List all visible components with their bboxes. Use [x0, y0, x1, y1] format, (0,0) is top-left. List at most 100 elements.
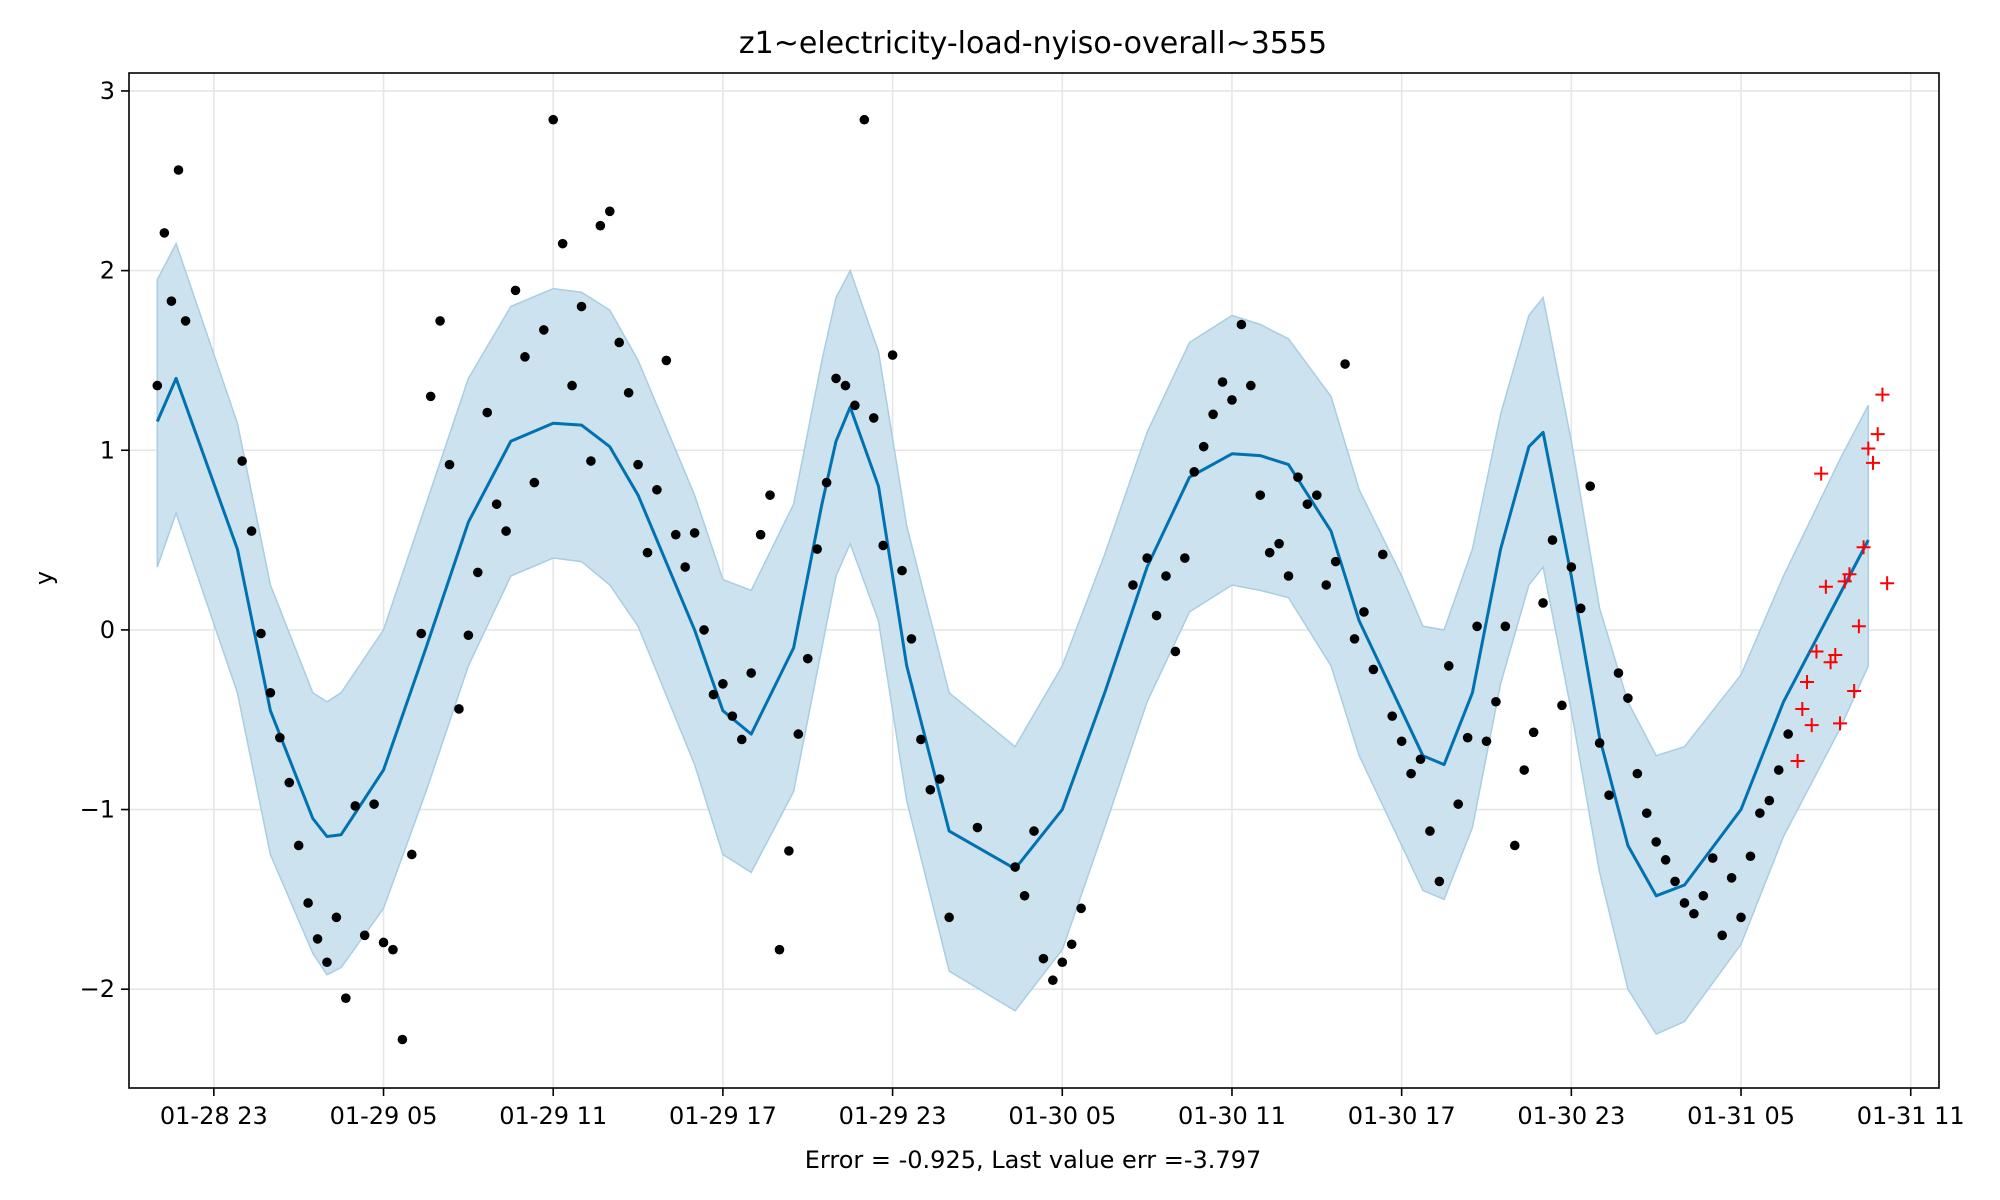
observed-point — [850, 400, 860, 411]
observed-point — [1632, 768, 1643, 779]
observed-point — [1434, 876, 1445, 887]
axes-frame — [128, 72, 1940, 1089]
observed-point — [1425, 826, 1435, 836]
observed-point — [473, 567, 483, 578]
observed-point — [331, 912, 342, 923]
observed-point — [293, 840, 304, 851]
observed-point — [1198, 441, 1209, 452]
observed-point — [1019, 890, 1030, 901]
observed-point — [1726, 873, 1737, 883]
observed-point — [1575, 603, 1586, 614]
x-tick-label: 01-29 17 — [669, 1102, 777, 1130]
observed-point — [1048, 975, 1058, 986]
x-tick-label: 01-28 23 — [160, 1102, 268, 1130]
observed-point — [284, 777, 295, 788]
observed-point — [491, 499, 502, 509]
observed-point — [642, 547, 653, 558]
observed-point — [1773, 765, 1784, 775]
observed-point — [1623, 693, 1633, 703]
future-actual-point — [1851, 619, 1866, 634]
y-axis-ticks: −2 −1 0 1 2 3 — [80, 77, 129, 1003]
observed-point — [746, 668, 756, 678]
observed-point — [1604, 790, 1614, 800]
observed-point — [1236, 319, 1247, 330]
observed-point — [755, 529, 766, 540]
observed-point — [1189, 467, 1200, 477]
observed-point — [152, 380, 163, 391]
y-tick-label: 3 — [100, 77, 115, 105]
y-tick-label: 2 — [100, 257, 115, 285]
future-actual-point — [1800, 675, 1815, 689]
observed-point — [265, 687, 276, 698]
future-actual-point — [1814, 466, 1829, 481]
observed-point — [1462, 732, 1473, 743]
observed-point — [614, 337, 625, 348]
observed-point — [802, 653, 813, 664]
observed-point — [1396, 736, 1407, 747]
observed-point — [680, 562, 690, 572]
observed-point — [166, 296, 177, 306]
observed-point — [576, 301, 587, 312]
observed-point — [1453, 799, 1464, 809]
observed-point — [463, 630, 474, 641]
observed-point — [1128, 580, 1138, 590]
observed-point — [529, 477, 540, 488]
observed-point — [689, 528, 700, 538]
observed-point — [1500, 621, 1511, 632]
observed-point — [1717, 930, 1727, 941]
observed-point — [407, 849, 417, 860]
observed-point — [916, 734, 926, 745]
uncertainty-band-area — [156, 241, 1870, 1036]
observed-point — [1029, 826, 1039, 836]
observed-point — [1387, 711, 1398, 721]
future-actual-point — [1804, 718, 1819, 733]
observed-point — [246, 526, 257, 536]
observed-point — [1038, 953, 1049, 964]
observed-point — [1066, 939, 1077, 950]
observed-point — [1274, 538, 1284, 549]
chart-title: z1~electricity-load-nyiso-overall~3555 — [739, 26, 1327, 61]
observed-point — [1302, 499, 1313, 509]
observed-point — [652, 484, 662, 495]
observed-point — [482, 407, 493, 418]
observed-point — [1594, 738, 1605, 748]
observed-point — [897, 565, 907, 576]
observed-point — [322, 957, 332, 968]
future-actual-point — [1856, 540, 1871, 555]
observed-point — [303, 898, 313, 908]
y-tick-label: −1 — [80, 796, 115, 824]
observed-point — [341, 993, 351, 1003]
observed-point — [736, 734, 747, 745]
observed-point — [557, 238, 568, 249]
observed-point — [699, 625, 709, 635]
observed-point — [548, 114, 559, 125]
observed-point — [840, 380, 851, 391]
y-axis-label: y — [30, 571, 58, 585]
observed-point — [1264, 547, 1275, 558]
observed-point — [1509, 840, 1520, 851]
observed-point — [1076, 903, 1086, 914]
observed-point — [1641, 808, 1652, 818]
observed-point — [793, 729, 804, 739]
observed-point — [1340, 359, 1350, 369]
observed-point — [812, 544, 822, 554]
x-axis-label: Error = -0.925, Last value err =-3.797 — [805, 1146, 1261, 1174]
observed-point — [1283, 571, 1294, 581]
observed-point — [1745, 851, 1756, 862]
observed-point — [1142, 553, 1152, 563]
observed-point — [1255, 490, 1266, 500]
observed-point — [1566, 562, 1577, 572]
observed-point — [595, 220, 606, 231]
observed-point — [1481, 736, 1492, 747]
observed-point — [1321, 580, 1332, 590]
observed-point — [623, 387, 634, 398]
y-tick-label: 1 — [100, 436, 115, 464]
observed-point — [784, 846, 794, 856]
future-actual-point — [1828, 648, 1843, 663]
observed-point — [312, 934, 323, 944]
observed-point — [1227, 395, 1237, 405]
observed-point — [1349, 634, 1360, 644]
future-actual-point — [1866, 455, 1881, 470]
observed-point — [1312, 490, 1322, 500]
future-actual-point — [1842, 567, 1857, 582]
